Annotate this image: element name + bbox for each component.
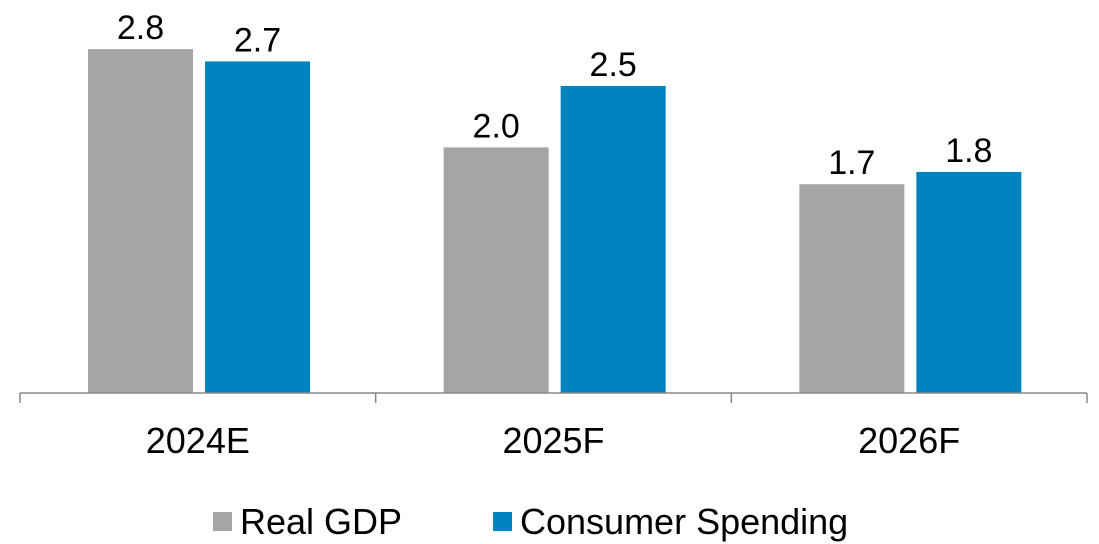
bar — [443, 147, 549, 393]
data-label: 2.0 — [473, 107, 520, 145]
bar — [560, 85, 666, 393]
legend-swatch — [213, 512, 232, 531]
legend-label: Consumer Spending — [520, 501, 848, 542]
x-tick-label: 2026F — [858, 420, 960, 461]
legend-label: Real GDP — [240, 501, 402, 542]
data-label: 1.8 — [945, 132, 992, 170]
bar — [916, 171, 1022, 393]
x-tick-label: 2025F — [502, 420, 604, 461]
data-label: 2.8 — [117, 9, 164, 47]
x-tick-label: 2024E — [146, 420, 250, 461]
bar — [88, 49, 193, 393]
data-label: 1.7 — [828, 144, 875, 182]
bar — [205, 61, 310, 393]
data-label: 2.5 — [590, 46, 637, 84]
legend-swatch — [493, 512, 512, 531]
bar — [799, 184, 905, 393]
data-label: 2.7 — [234, 21, 281, 59]
